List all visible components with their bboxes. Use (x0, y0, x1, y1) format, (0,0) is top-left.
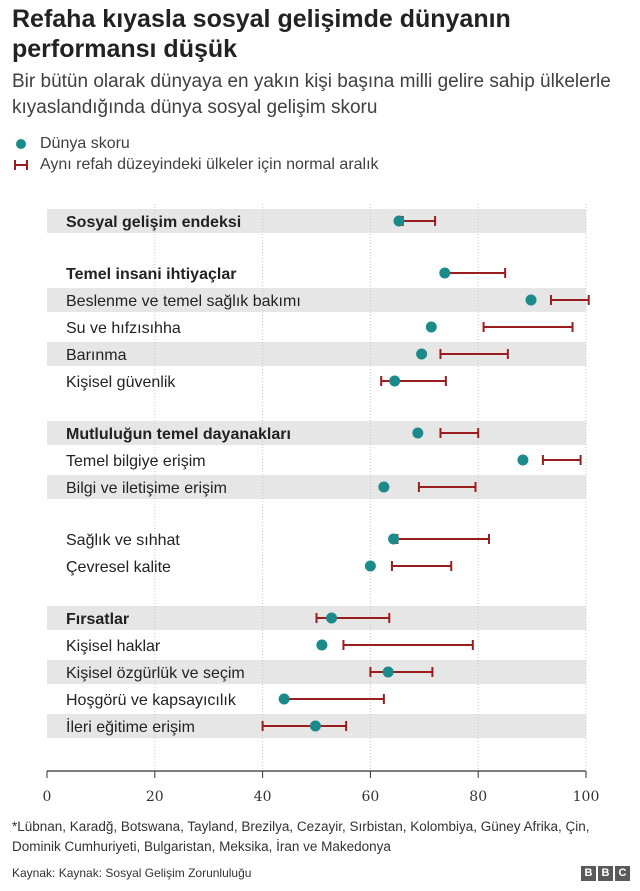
row-label: Mutluluğun temel dayanakları (66, 426, 291, 443)
chart-title: Refaha kıyasla sosyal gelişimde dünyanın… (12, 5, 511, 63)
row-band (47, 475, 586, 499)
row-band (47, 209, 586, 233)
score-dot (416, 348, 428, 360)
legend-range: Aynı refah düzeyindeki ülkeler için norm… (12, 155, 379, 175)
bbc-logo-letter: B (598, 866, 613, 881)
row-label: Barınma (66, 347, 127, 364)
score-dot (382, 666, 394, 678)
legend-score: Dünya skoru (12, 134, 130, 154)
x-tick-label: 20 (146, 789, 164, 805)
x-tick-label: 60 (361, 789, 379, 805)
row-label: Beslenme ve temel sağlık bakımı (66, 293, 301, 310)
legend-score-label: Dünya skoru (40, 135, 130, 152)
row-band (47, 288, 586, 312)
x-tick-label: 80 (469, 789, 487, 805)
bbc-logo: B B C (581, 866, 630, 881)
row-label: İleri eğitime erişim (66, 717, 195, 736)
row-label: Temel bilgiye erişim (66, 453, 206, 470)
row-label: Bilgi ve iletişime erişim (66, 480, 227, 497)
row-label: Temel insani ihtiyaçlar (66, 266, 236, 283)
score-dot (525, 294, 537, 306)
score-dot (278, 693, 290, 705)
score-dot (412, 427, 424, 439)
score-dot (378, 481, 390, 493)
row-label: Hoşgörü ve kapsayıcılık (66, 692, 237, 709)
legend-range-label: Aynı refah düzeyindeki ülkeler için norm… (40, 156, 379, 173)
row-label: Su ve hıfzısıhha (66, 320, 181, 337)
row-label: Kişisel güvenlik (66, 374, 176, 391)
row-label: Fırsatlar (66, 611, 129, 628)
score-dot (388, 533, 400, 545)
score-dot (326, 612, 338, 624)
source-text: Kaynak: Kaynak: Sosyal Gelişim Zorunlulu… (12, 866, 252, 880)
score-dot (364, 560, 376, 572)
chart-subtitle: Bir bütün olarak dünyaya en yakın kişi b… (12, 71, 611, 118)
row-band (47, 660, 586, 684)
row-label: Sağlık ve sıhhat (66, 532, 180, 549)
legend-range-icon (14, 158, 32, 172)
score-dot (393, 215, 405, 227)
bbc-logo-letter: C (615, 866, 630, 881)
bbc-logo-letter: B (581, 866, 596, 881)
score-dot (309, 720, 321, 732)
x-tick-label: 40 (254, 789, 272, 805)
row-label: Kişisel haklar (66, 638, 161, 655)
x-tick-label: 100 (573, 789, 600, 805)
row-label: Sosyal gelişim endeksi (66, 214, 241, 231)
row-label: Çevresel kalite (66, 559, 171, 576)
score-dot (389, 375, 401, 387)
x-tick-label: 0 (43, 789, 52, 805)
legend-dot-icon (14, 137, 32, 151)
row-label: Kişisel özgürlük ve seçim (66, 665, 245, 682)
footnote: *Lübnan, Karadğ, Botswana, Tayland, Brez… (12, 819, 590, 854)
row-band (47, 421, 586, 445)
score-dot (425, 321, 437, 333)
score-dot (517, 454, 529, 466)
score-dot (439, 267, 451, 279)
score-dot (316, 639, 328, 651)
